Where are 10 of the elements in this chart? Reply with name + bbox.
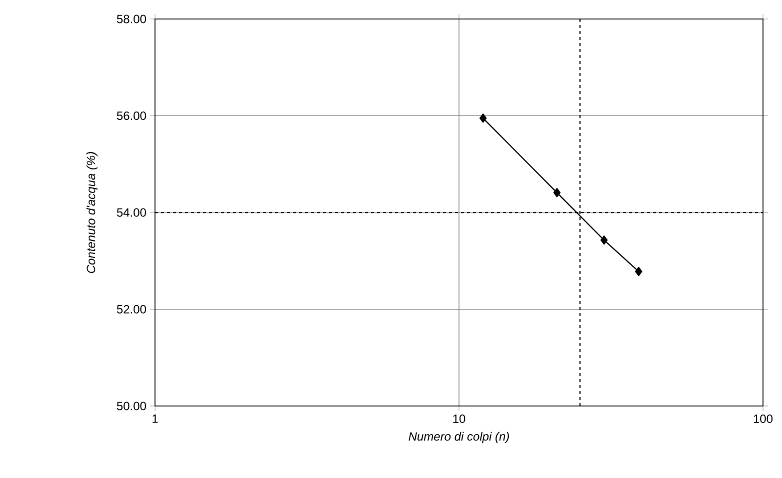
x-tick-label: 1 [152,414,158,423]
x-tick-label: 10 [453,414,466,424]
x-axis-title: Numero di colpi (n) [408,432,509,444]
y-tick-label: 52.00 [116,304,146,314]
y-tick-label: 56.00 [116,111,146,120]
y-tick-label: 50.00 [116,402,146,410]
y-axis-title: Contenuto d'acqua (%) [86,152,98,274]
y-tick-label: 58.00 [116,14,146,24]
x-tick-label: 100 [754,414,773,424]
y-tick-label: 54.00 [116,208,146,217]
